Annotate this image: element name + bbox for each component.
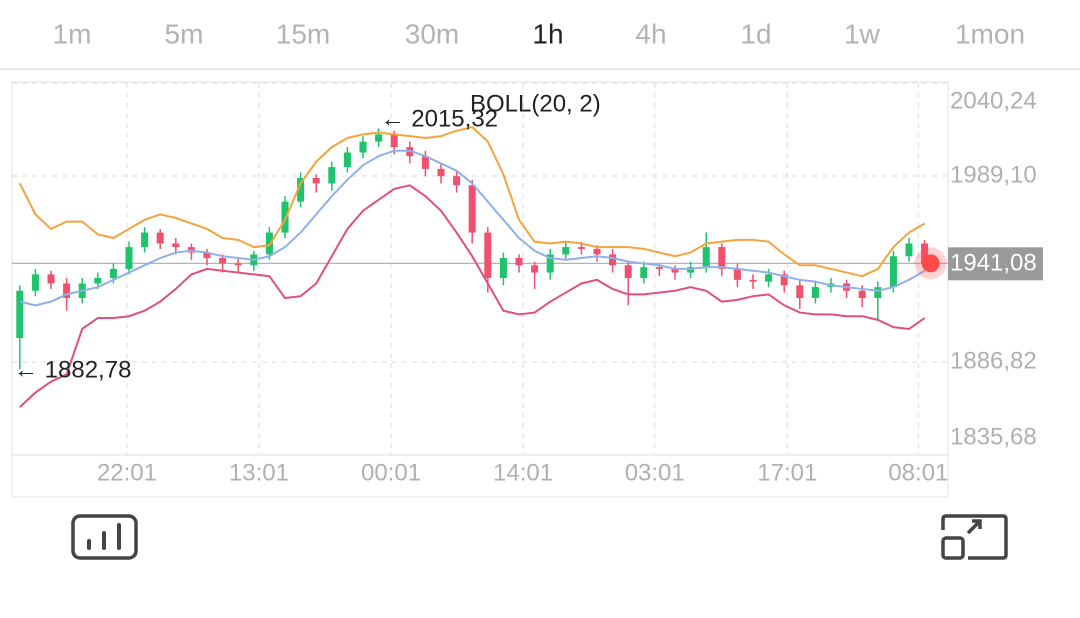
candle-body — [609, 254, 617, 266]
candle-body — [312, 178, 320, 184]
candle-body — [343, 152, 351, 168]
y-tick-label: 1835,68 — [950, 423, 1037, 450]
candle-body — [219, 258, 227, 264]
last-price-tag — [948, 247, 1043, 281]
interval-tab[interactable]: 5m — [165, 18, 204, 49]
candle-body — [733, 268, 741, 280]
candle-body — [328, 167, 336, 184]
candle-body — [359, 141, 367, 153]
candle-body — [811, 287, 819, 299]
candle-body — [499, 258, 507, 279]
indicator-button[interactable] — [71, 514, 138, 560]
x-tick-label: 03:01 — [625, 459, 685, 486]
y-tick-label: 1989,10 — [950, 161, 1037, 188]
candle-body — [796, 285, 804, 299]
bollinger-band — [18, 125, 926, 278]
x-tick-label: 22:01 — [97, 459, 157, 486]
low-annotation: ← 1882,78 — [14, 357, 131, 384]
icon-box — [941, 536, 965, 560]
icon-frame — [941, 514, 1008, 560]
candle-body — [297, 178, 305, 202]
candle-body — [109, 268, 117, 279]
interval-tab[interactable]: 1h — [532, 18, 563, 49]
candle-body — [593, 248, 601, 255]
chart-frame — [11, 81, 949, 498]
interval-tab[interactable]: 1w — [844, 18, 881, 49]
candle-body — [765, 274, 773, 282]
last-price-dot — [921, 254, 940, 273]
icon-arrow — [966, 519, 982, 535]
candle-body — [624, 265, 632, 279]
bollinger-band — [19, 184, 926, 408]
candle-body — [125, 247, 133, 269]
candle-body — [546, 254, 554, 273]
interval-tab[interactable]: 4h — [635, 18, 666, 49]
candle-body — [453, 176, 461, 186]
chart: 1835,68 1886,82 1989,10 2040,24 22:01 13:01 00… — [12, 82, 1043, 486]
interval-tab[interactable]: 1mon — [955, 18, 1025, 49]
y-tick-label: 1886,82 — [950, 347, 1037, 374]
x-tick-label: 14:01 — [493, 459, 553, 486]
interval-tab[interactable]: 15m — [276, 18, 330, 49]
candle-body — [718, 247, 726, 269]
candle-body — [484, 232, 492, 279]
candle-body — [375, 134, 383, 142]
interval-tab[interactable]: 30m — [405, 18, 459, 49]
candle-body — [921, 243, 929, 264]
fullscreen-button[interactable] — [941, 514, 1008, 560]
candle-body — [421, 156, 429, 169]
candle-body — [156, 232, 164, 244]
candle-body — [390, 134, 398, 148]
candle-body — [468, 185, 476, 233]
high-annotation: ← 2015,32 — [381, 106, 498, 133]
candle-body — [640, 267, 648, 279]
candle-body — [702, 247, 710, 268]
last-price-label: 1941,08 — [950, 250, 1037, 277]
candle-body — [577, 247, 585, 249]
candle-body — [203, 252, 211, 259]
candle-body — [749, 279, 757, 282]
candle-body — [531, 265, 539, 273]
candle-body — [655, 267, 663, 269]
candle-body — [281, 201, 289, 233]
interval-tab[interactable]: 1m — [53, 18, 92, 49]
candle-body — [16, 290, 24, 339]
x-tick-label: 00:01 — [361, 459, 421, 486]
candle-body — [874, 287, 882, 299]
icon-frame — [71, 514, 138, 560]
candle-body — [47, 274, 55, 284]
interval-tab[interactable]: 1d — [740, 18, 771, 49]
candle-body — [905, 243, 913, 257]
candle-body — [780, 274, 788, 286]
x-tick-label: 13:01 — [229, 459, 289, 486]
indicator-label: BOLL(20, 2) — [470, 90, 601, 117]
x-tick-label: 17:01 — [757, 459, 817, 486]
bollinger-band — [19, 149, 926, 307]
candle-body — [31, 274, 39, 291]
candle-body — [515, 258, 523, 266]
x-tick-label: 08:01 — [888, 459, 948, 486]
candle-body — [172, 243, 180, 248]
candle-body — [63, 283, 71, 299]
candle-body — [234, 263, 242, 266]
candle-body — [437, 168, 445, 177]
candle-body — [141, 232, 149, 248]
candle-body — [562, 247, 570, 255]
interval-tabs: 1m 5m 15m 30m 1h 4h 1d 1w 1mon — [53, 18, 1025, 49]
y-tick-label: 2040,24 — [950, 87, 1037, 114]
candle-body — [889, 256, 897, 288]
candle-body — [94, 278, 102, 284]
candle-body — [671, 268, 679, 273]
candle-body — [858, 290, 866, 299]
